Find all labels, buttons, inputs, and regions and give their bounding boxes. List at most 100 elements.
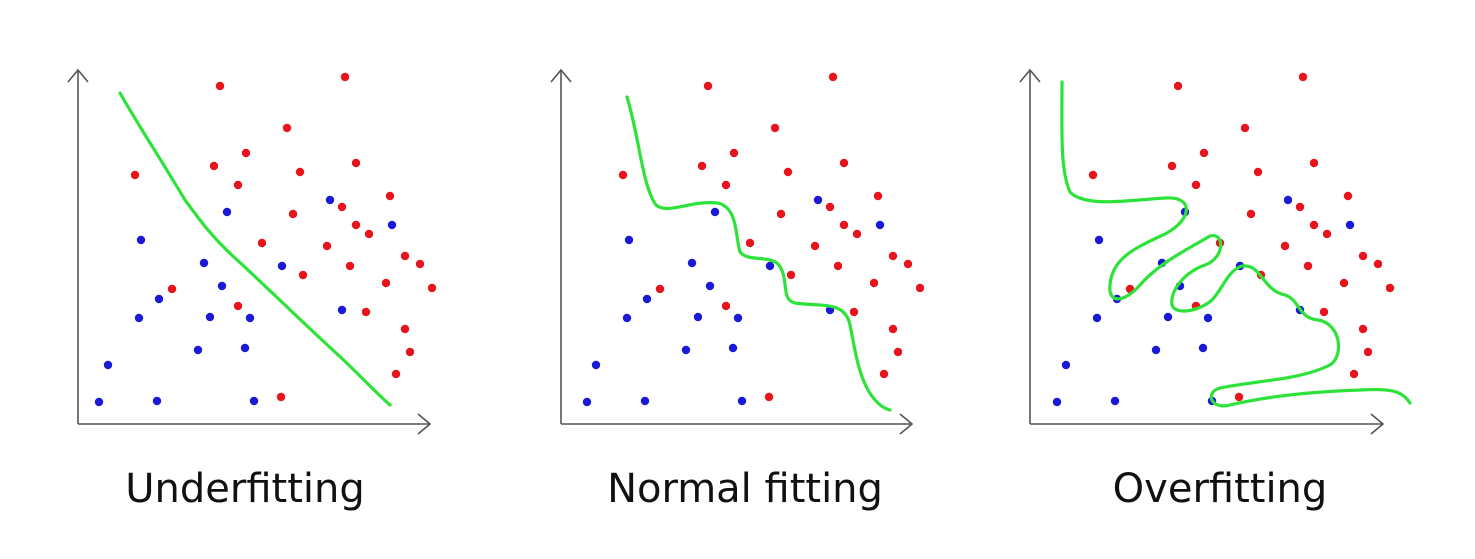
blue-data-point [1094,235,1104,245]
red-data-point [770,123,780,133]
x-axis-arrow-icon [899,413,914,435]
y-axis-arrow-icon [67,68,89,83]
red-data-point [655,284,665,294]
blue-data-point [591,360,601,370]
blue-data-point [765,261,775,271]
red-data-point [400,251,410,261]
panel-normal-fitting: Normal fitting [550,68,925,512]
red-data-point [381,278,391,288]
blue-data-point [813,195,823,205]
red-data-point [1349,369,1359,379]
red-data-point [903,259,913,269]
red-data-point [282,123,292,133]
red-data-point [810,241,820,251]
blue-data-point [277,261,287,271]
blue-data-point [325,195,335,205]
red-data-point [839,220,849,230]
red-data-point [1298,72,1308,82]
decision-boundary [625,95,892,412]
red-data-point [721,301,731,311]
red-data-point [405,347,415,357]
blue-data-point [249,396,259,406]
blue-data-point [1283,195,1293,205]
red-data-point [340,72,350,82]
data-points [582,72,925,407]
blue-data-point [136,235,146,245]
red-data-point [1280,241,1290,251]
blue-data-point [199,258,209,268]
blue-data-point [624,235,634,245]
blue-data-point [193,345,203,355]
red-data-point [1309,220,1319,230]
red-data-point [1088,170,1098,180]
panel-underfitting: Underfitting [67,68,437,512]
blue-data-point [705,281,715,291]
red-data-point [1358,324,1368,334]
blue-data-point [642,294,652,304]
red-data-point [1253,167,1263,177]
red-data-point [1343,191,1353,201]
blue-data-point [582,397,592,407]
red-data-point [764,392,774,402]
red-data-point [1322,229,1332,239]
red-data-point [697,161,707,171]
panel-overfitting: Overfitting [1019,68,1412,512]
data-points [94,72,437,407]
x-axis-arrow-icon [1370,413,1385,435]
y-axis-arrow-icon [1019,68,1041,83]
red-data-point [1191,180,1201,190]
red-data-point [233,180,243,190]
red-data-point [351,220,361,230]
red-data-point [1373,259,1383,269]
red-data-point [337,202,347,212]
red-data-point [1167,161,1177,171]
red-data-point [345,261,355,271]
red-data-point [1385,283,1395,293]
blue-data-point [687,258,697,268]
red-data-point [825,202,835,212]
red-data-point [783,167,793,177]
red-data-point [888,324,898,334]
blue-data-point [1061,360,1071,370]
red-data-point [241,148,251,158]
red-data-point [167,284,177,294]
red-data-point [361,307,371,317]
red-data-point [415,259,425,269]
red-data-point [745,238,755,248]
red-data-point [915,283,925,293]
blue-data-point [337,305,347,315]
panel-caption: Underfitting [125,466,365,512]
red-data-point [869,278,879,288]
blue-data-point [733,313,743,323]
red-data-point [1234,392,1244,402]
red-data-point [1309,158,1319,168]
red-data-point [786,270,796,280]
blue-data-point [205,312,215,322]
red-data-point [295,167,305,177]
blue-data-point [217,281,227,291]
red-data-point [828,72,838,82]
red-data-point [721,180,731,190]
red-data-point [852,229,862,239]
red-data-point [1358,251,1368,261]
red-data-point [385,191,395,201]
red-data-point [833,261,843,271]
decision-boundary [118,91,392,407]
blue-data-point [103,360,113,370]
blue-data-point [1203,313,1213,323]
blue-data-point [681,345,691,355]
blue-data-point [387,220,397,230]
blue-data-point [222,207,232,217]
red-data-point [427,283,437,293]
red-data-point [400,324,410,334]
axes [550,68,914,435]
panel-caption: Overfitting [1113,466,1328,512]
blue-data-point [875,220,885,230]
blue-data-point [693,312,703,322]
red-data-point [1246,209,1256,219]
y-axis-arrow-icon [550,68,572,83]
blue-data-point [152,396,162,406]
x-axis-arrow-icon [417,413,432,435]
blue-data-point [1110,396,1120,406]
panel-caption: Normal fitting [607,466,883,512]
